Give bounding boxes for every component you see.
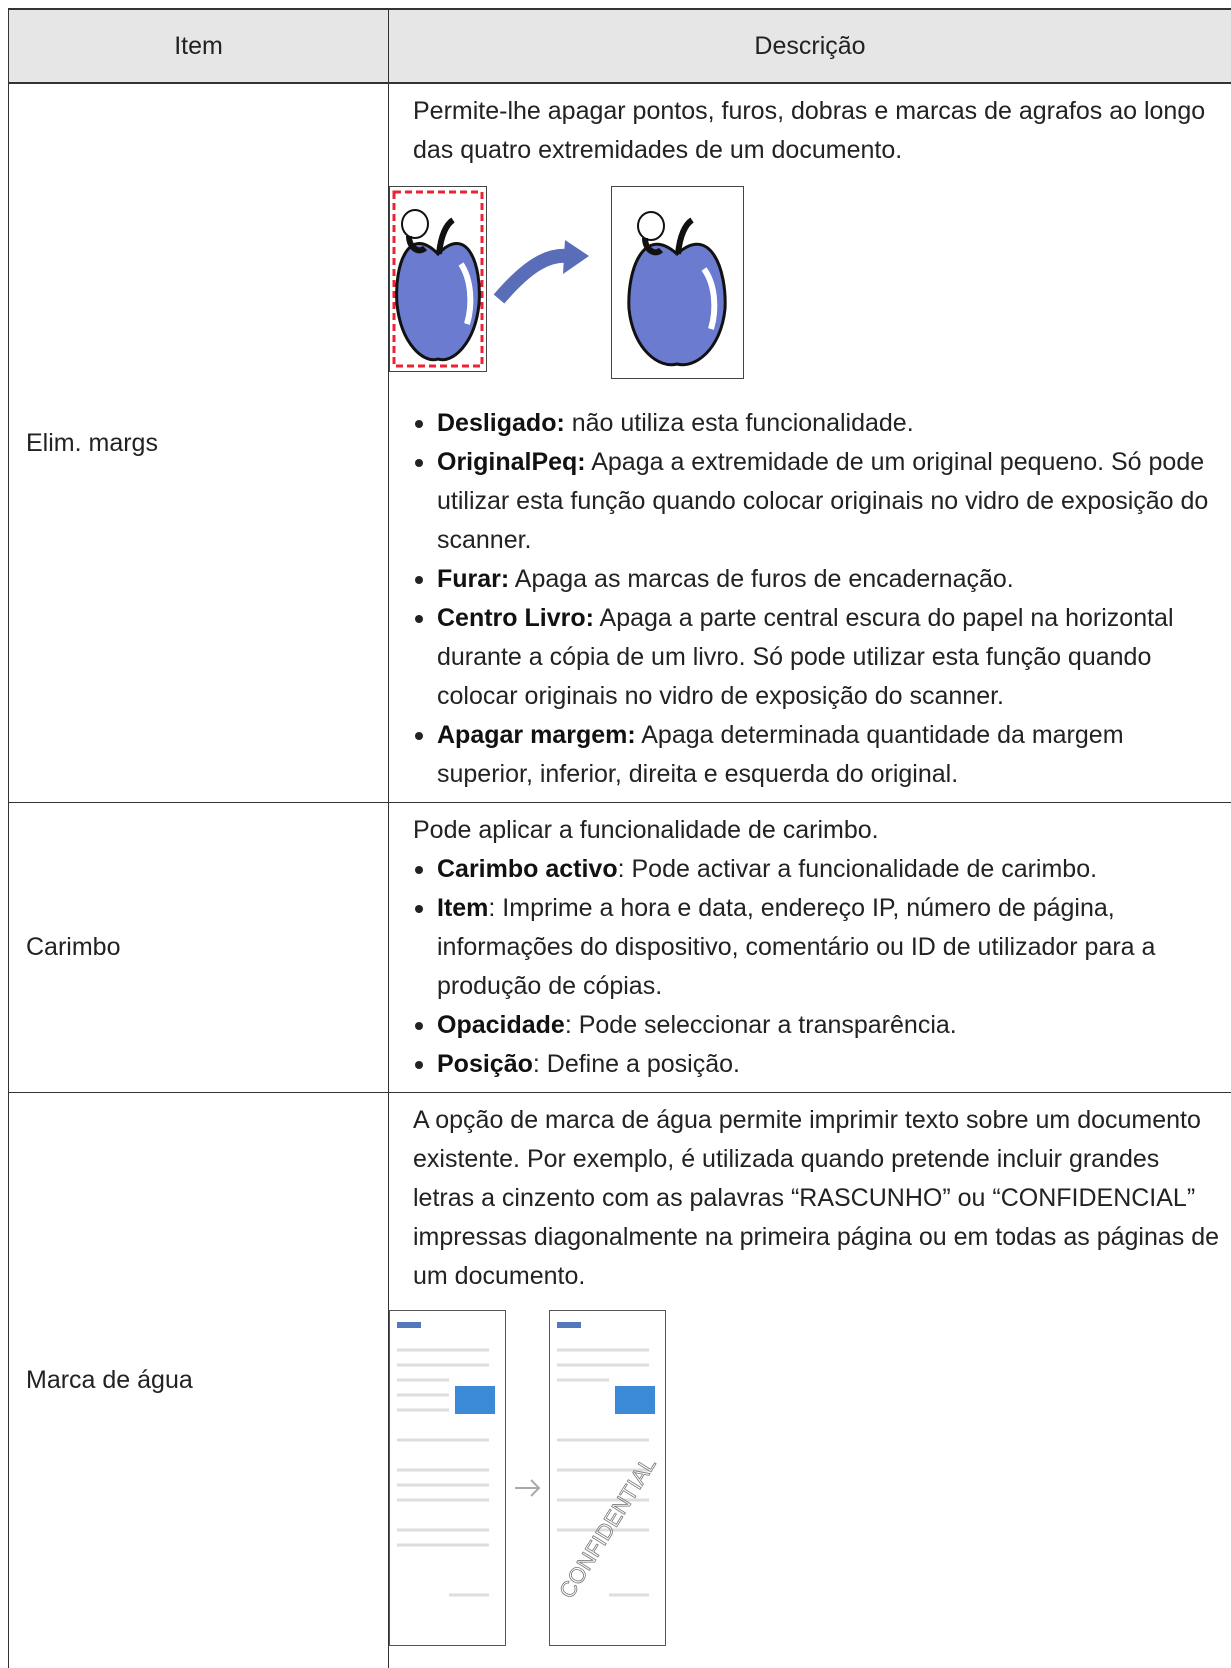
item-cell: Elim. margs [9,83,389,803]
option-term: Furar: [437,565,509,593]
option-term: Centro Livro: [437,604,594,632]
item-cell: Marca de água [9,1093,389,1668]
intro: Pode aplicar a funcionalidade de carimbo… [413,811,1223,850]
option-text: : Pode activar a funcionalidade de carim… [618,855,1097,883]
option-term: Desligado: [437,409,565,437]
option-item: Centro Livro: Apaga a parte central escu… [413,599,1223,716]
desc-cell: Permite-lhe apagar pontos, furos, dobras… [389,83,1231,803]
option-item: Carimbo activo: Pode activar a funcional… [413,850,1223,889]
option-list: Carimbo activo: Pode activar a funcional… [413,850,1223,1084]
option-term: OriginalPeq: [437,448,586,476]
intro: Permite-lhe apagar pontos, furos, dobras… [413,92,1223,170]
row: Carimbo Pode aplicar a funcionalidade de… [9,803,1231,1093]
intro: A opção de marca de água permite imprimi… [413,1101,1223,1296]
option-item: Furar: Apaga as marcas de furos de encad… [413,560,1223,599]
row: Elim. margs Permite-lhe apagar pontos, f… [9,83,1231,803]
option-text: : Imprime a hora e data, endereço IP, nú… [437,894,1155,1000]
header-cell: Item [9,9,389,83]
row: Marca de água A opção de marca de água p… [9,1093,1231,1668]
option-term: Item [437,894,488,922]
header-cell: Descrição [389,9,1231,83]
option-item: Item: Imprime a hora e data, endereço IP… [413,889,1223,1006]
option-term: Opacidade [437,1011,565,1039]
option-item: Opacidade: Pode seleccionar a transparên… [413,1006,1223,1045]
settings-table: Item Descrição Elim. margs Permite-lhe a… [8,8,1231,1668]
option-term: Apagar margem: [437,721,636,749]
option-item: OriginalPeq: Apaga a extremidade de um o… [413,443,1223,560]
option-text: Apaga as marcas de furos de encadernação… [509,565,1014,593]
option-term: Carimbo activo [437,855,618,883]
page: Item Descrição Elim. margs Permite-lhe a… [0,0,1231,1504]
illustration [389,184,769,394]
header-row: Item Descrição [9,9,1231,83]
desc-cell: A opção de marca de água permite imprimi… [389,1093,1231,1668]
option-item: Apagar margem: Apaga determinada quantid… [413,716,1223,794]
option-text: : Define a posição. [533,1050,740,1078]
illustration: CONFIDENTIAL [389,1310,689,1660]
option-item: Desligado: não utiliza esta funcionalida… [413,404,1223,443]
item-cell: Carimbo [9,803,389,1093]
option-list: Desligado: não utiliza esta funcionalida… [413,404,1223,794]
option-item: Posição: Define a posição. [413,1045,1223,1084]
option-text: : Pode seleccionar a transparência. [565,1011,957,1039]
option-term: Posição [437,1050,533,1078]
option-text: não utiliza esta funcionalidade. [565,409,914,437]
desc-cell: Pode aplicar a funcionalidade de carimbo… [389,803,1231,1093]
